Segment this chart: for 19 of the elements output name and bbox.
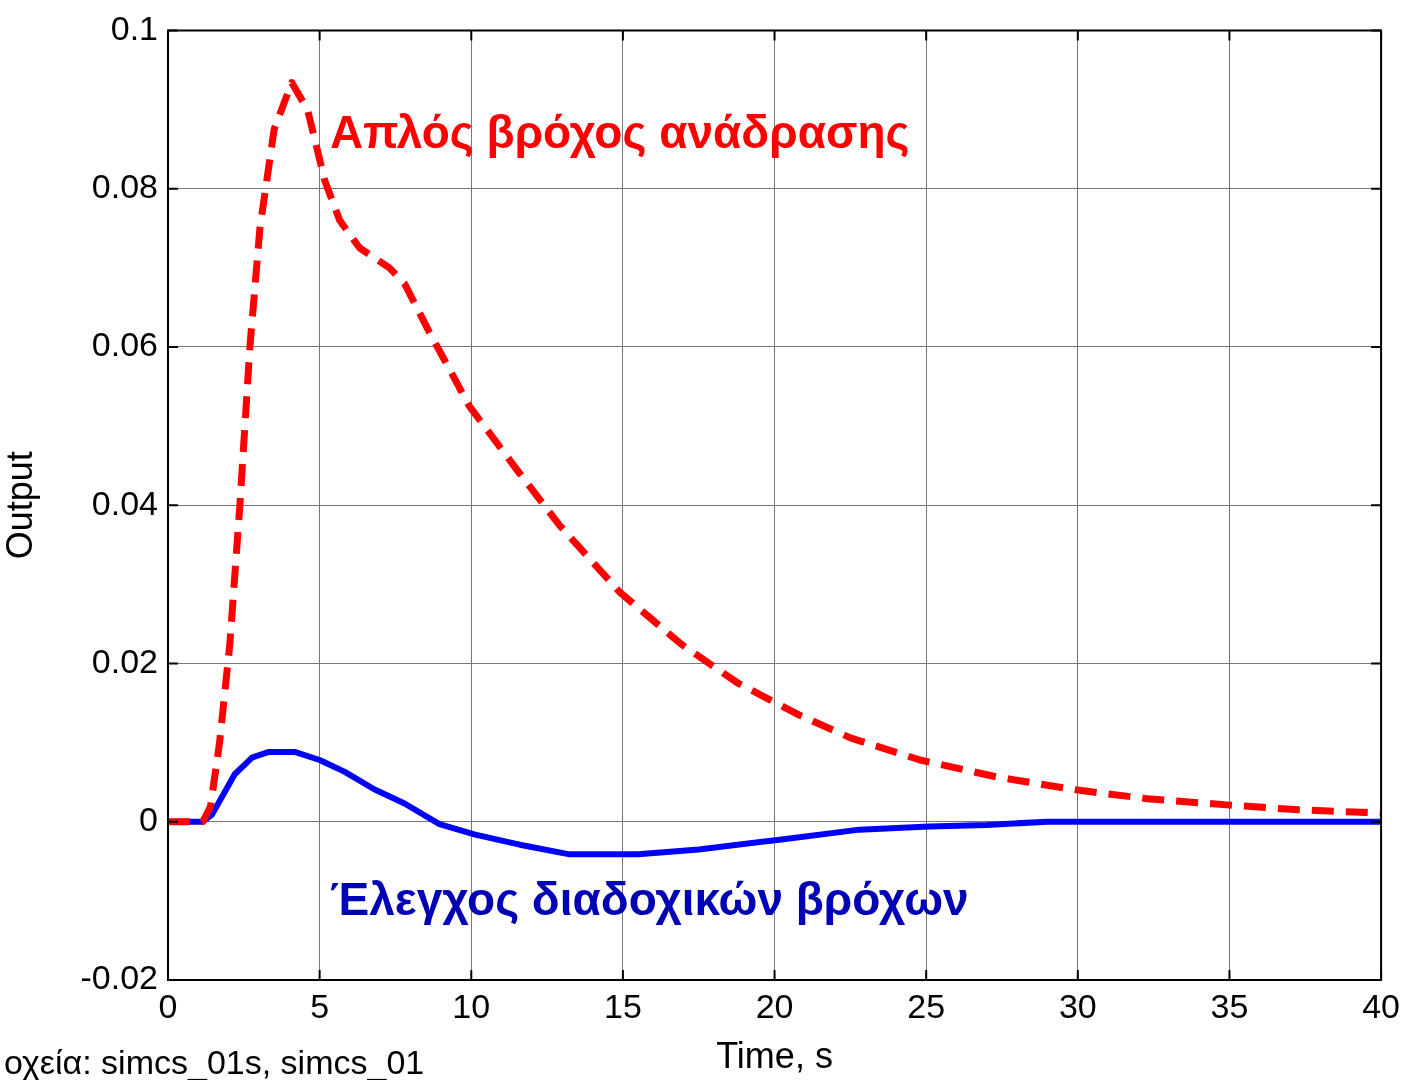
y-tick-label: -0.02 [80, 958, 158, 997]
x-tick-label: 35 [1210, 986, 1249, 1025]
x-tick-label: 30 [1058, 986, 1097, 1025]
x-tick-label: 25 [907, 986, 946, 1025]
x-tick-label: 10 [452, 986, 491, 1025]
series-label: Απλός βρόχος ανάδρασης [330, 105, 910, 158]
y-tick-label: 0.08 [91, 167, 158, 206]
x-tick-label: 40 [1362, 986, 1400, 1025]
x-tick-label: 20 [755, 986, 794, 1025]
series-label: Έλεγχος διαδοχικών βρόχων [330, 872, 969, 925]
y-tick-label: 0 [139, 800, 158, 839]
y-tick-label: 0.1 [110, 8, 158, 47]
x-axis-title: Time, s [716, 1035, 833, 1077]
y-tick-label: 0.02 [91, 641, 158, 680]
x-tick-label: 15 [603, 986, 642, 1025]
y-tick-label: 0.06 [91, 325, 158, 364]
x-tick-label: 5 [310, 986, 330, 1025]
y-axis-title: Output [0, 451, 40, 560]
y-tick-label: 0.04 [91, 483, 158, 522]
